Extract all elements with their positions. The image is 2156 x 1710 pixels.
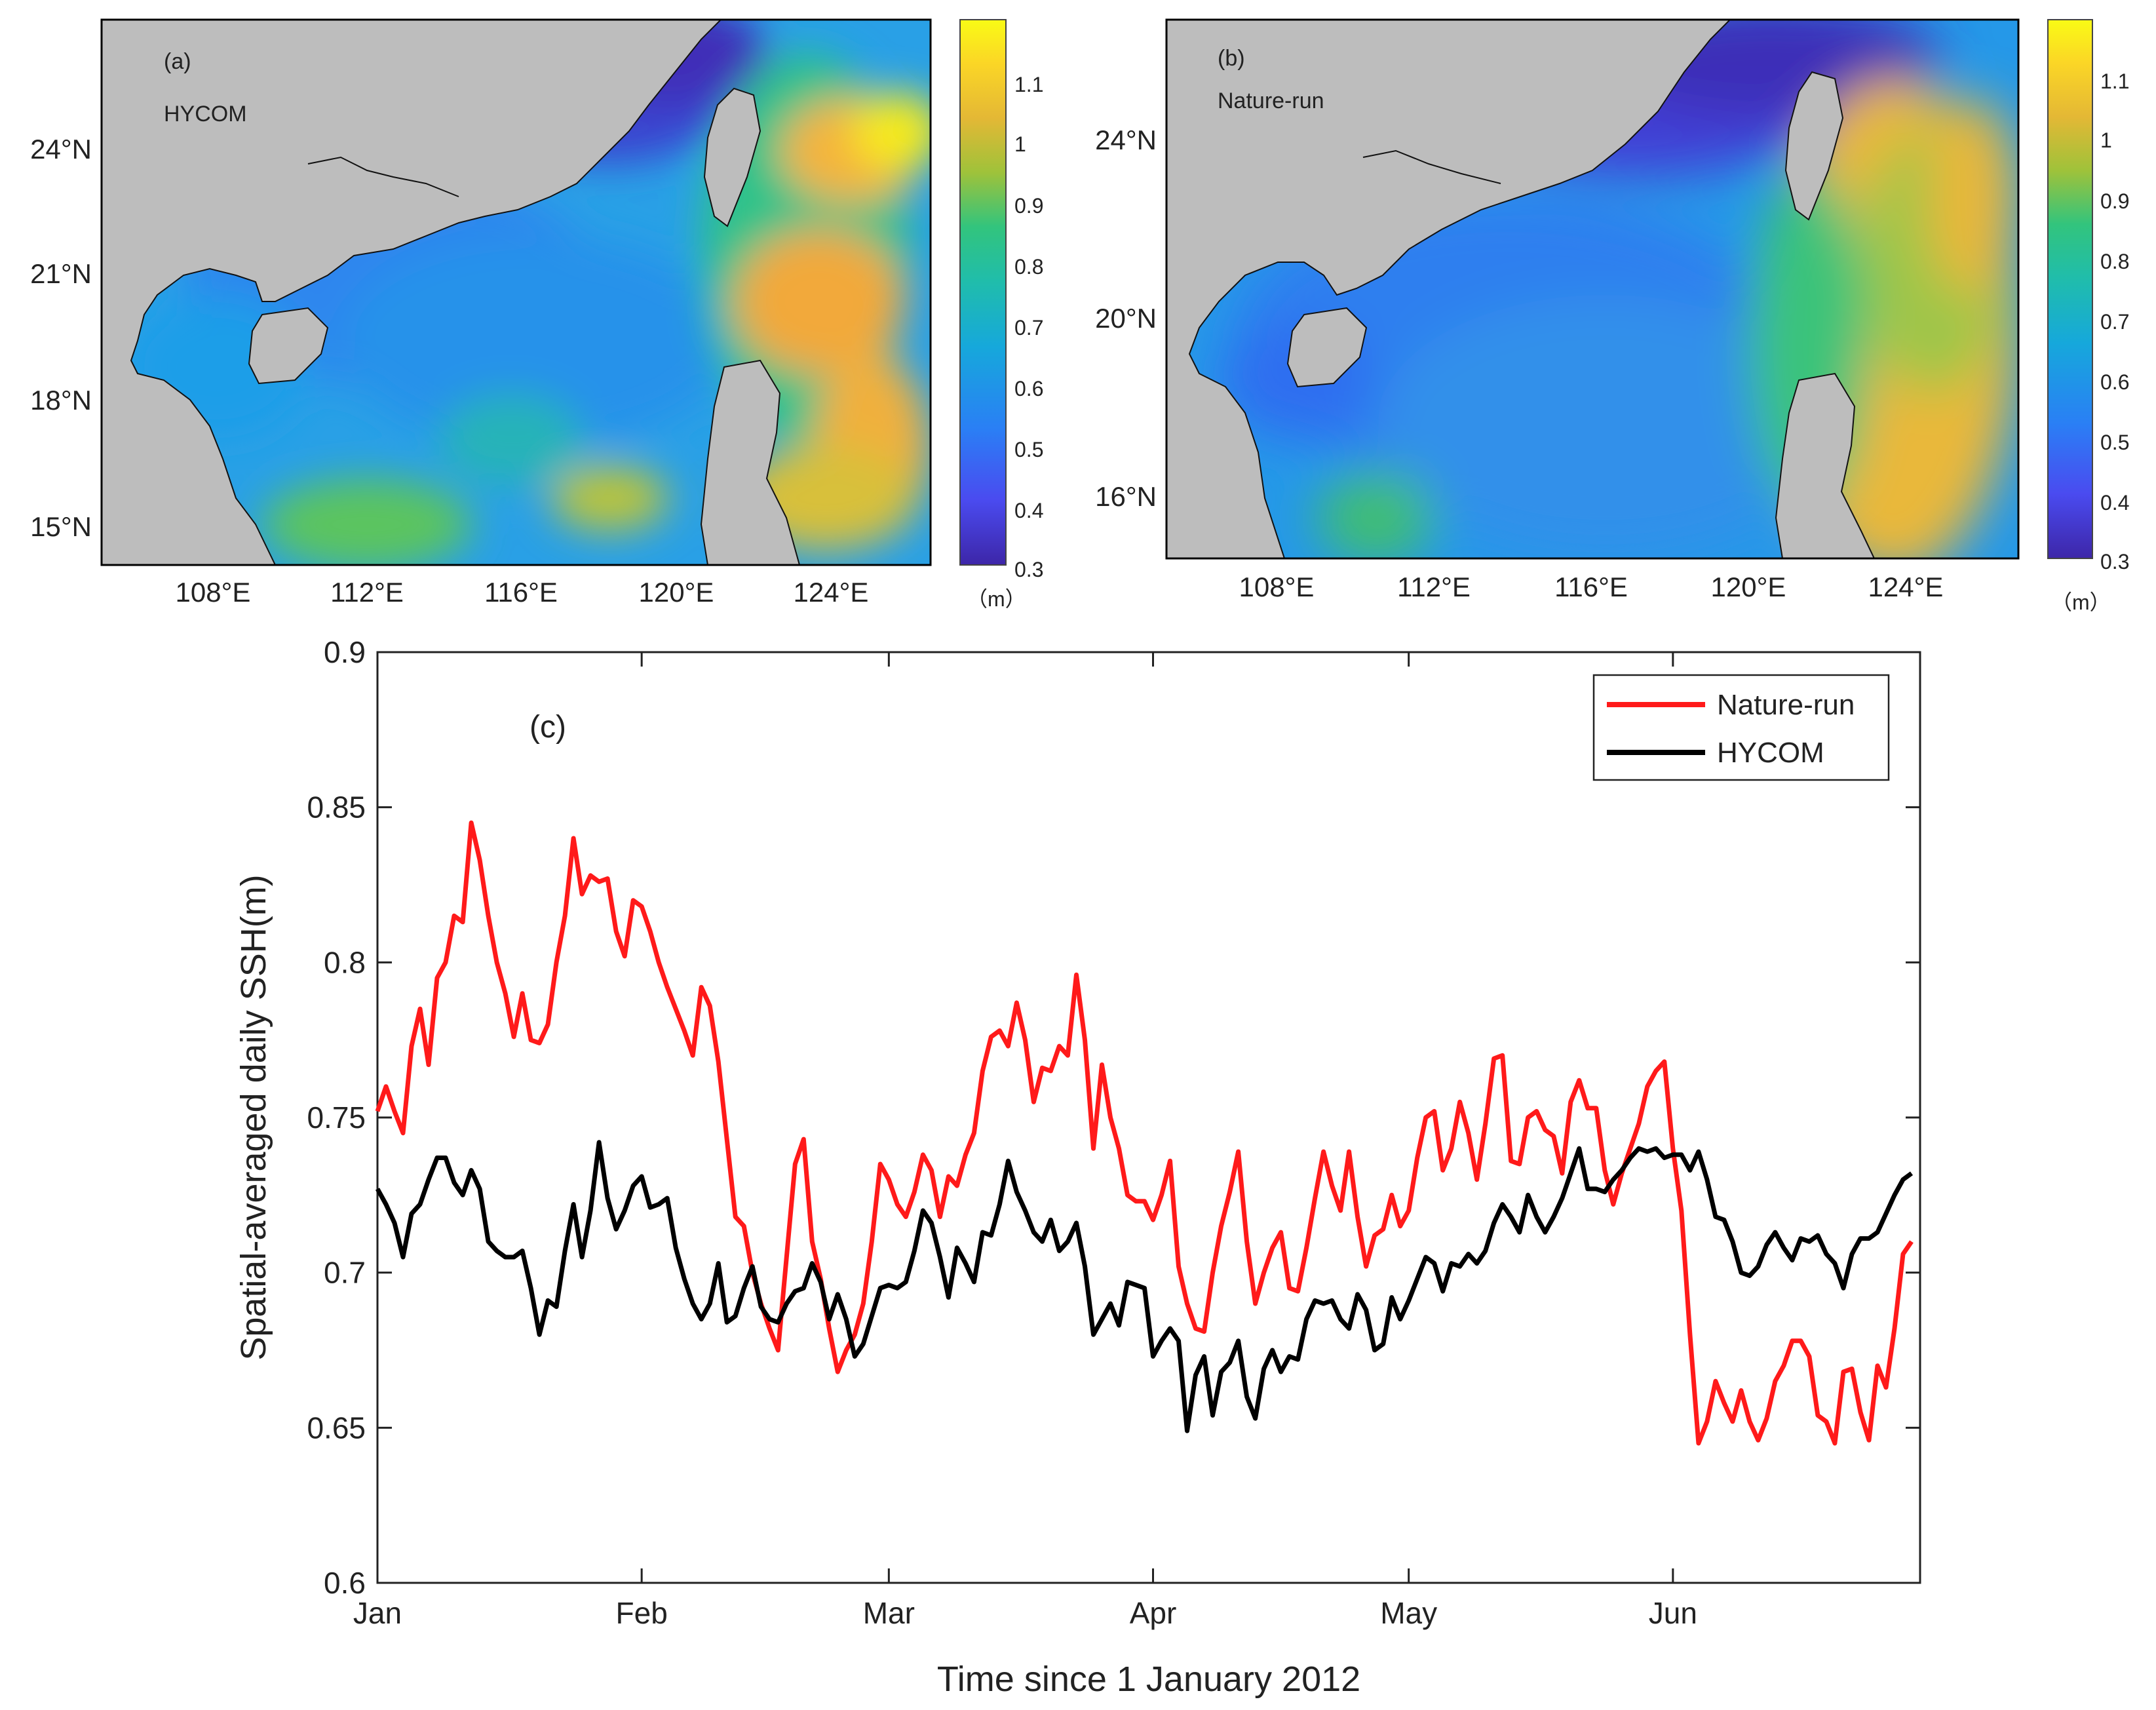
panel-a-lat-tick: 21°N xyxy=(30,258,92,289)
chart-axes-box xyxy=(376,651,1921,1584)
y-tick-label: 0.9 xyxy=(324,635,366,669)
x-tick-label: Apr xyxy=(1130,1596,1177,1630)
x-tick-label: Jan xyxy=(353,1596,402,1630)
panel-a-cbar-tick: 0.3 xyxy=(1014,558,1043,581)
mainland-asia-land xyxy=(102,20,722,565)
panel-a-lon-tick: 124°E xyxy=(794,577,869,608)
series-line-nature-run xyxy=(375,820,1914,1446)
panel-b-lat-tick: 20°N xyxy=(1095,303,1157,334)
panel-a-cbar-tick: 1 xyxy=(1014,132,1026,156)
panel-a-lon-tick: 120°E xyxy=(639,577,714,608)
panel-b-lat-tick: 24°N xyxy=(1095,125,1157,155)
panel-b-cbar-tick: 1.1 xyxy=(2100,69,2129,93)
panel-a-name: HYCOM xyxy=(164,102,247,126)
panel-b-cbar-tick: 0.3 xyxy=(2100,550,2129,573)
panel-a-cbar-tick: 0.6 xyxy=(1014,377,1043,400)
panel-b-cbar-tick: 0.4 xyxy=(2100,491,2129,515)
panel-b-cbar-tick: 0.7 xyxy=(2100,310,2129,334)
panel-b-cbar-tick: 1 xyxy=(2100,128,2112,152)
panel-a-cbar-tick: 0.9 xyxy=(1014,194,1043,218)
y-tick-label: 0.85 xyxy=(307,790,366,825)
legend: Nature-run HYCOM xyxy=(1592,674,1890,781)
panel-b-cbar-tick: 0.8 xyxy=(2100,250,2129,273)
y-tick-label: 0.6 xyxy=(324,1566,366,1600)
legend-label-nature-run: Nature-run xyxy=(1717,689,1855,721)
luzon-island xyxy=(1775,372,1876,558)
x-tick-label: Jun xyxy=(1649,1596,1697,1630)
panel-a-lon-tick: 116°E xyxy=(484,577,558,608)
x-tick-label: May xyxy=(1380,1596,1437,1630)
panel-a-cbar-tick: 0.5 xyxy=(1014,438,1043,461)
x-tick-label: Feb xyxy=(616,1596,668,1630)
y-tick-label: 0.65 xyxy=(307,1410,366,1445)
panel-a-cbar-tick: 0.7 xyxy=(1014,316,1043,340)
panel-a-lat-tick: 15°N xyxy=(30,511,92,542)
y-axis-label: Spatial-averaged daily SSH(m) xyxy=(234,874,273,1360)
panel-a-cbar-unit: （m） xyxy=(967,587,1026,611)
panel-c-line-chart: 0.6 0.65 0.7 0.75 0.8 0.85 0.9 Jan Feb Mar Apr May… xyxy=(234,635,1921,1699)
panel-b-lon-tick: 116°E xyxy=(1554,572,1628,602)
panel-b-name: Nature-run xyxy=(1218,88,1324,113)
hainan-island xyxy=(248,307,329,385)
panel-a-lat-tick: 24°N xyxy=(30,134,92,165)
taiwan-island xyxy=(703,87,761,227)
luzon-island xyxy=(700,359,801,565)
panel-a-lon-tick: 112°E xyxy=(330,577,404,608)
mainland-asia-land xyxy=(1166,20,1731,558)
panel-b-map: (b) Nature-run 24°N 20°N 16°N 108°E 112°… xyxy=(1095,18,2129,614)
panel-a-cbar-tick: 0.4 xyxy=(1014,499,1043,522)
series-line-hycom xyxy=(375,1140,1914,1433)
x-axis-label: Time since 1 January 2012 xyxy=(937,1660,1360,1699)
panel-b-cbar-tick: 0.6 xyxy=(2100,370,2129,394)
panel-b-lon-tick: 108°E xyxy=(1239,572,1315,602)
panel-b-lon-tick: 120°E xyxy=(1711,572,1786,602)
taiwan-island xyxy=(1784,71,1844,221)
panel-b-colorbar xyxy=(2047,19,2093,559)
hainan-island xyxy=(1286,307,1368,388)
panel-b-cbar-unit: （m） xyxy=(2051,591,2111,614)
y-tick-label: 0.8 xyxy=(324,945,366,979)
panel-b-cbar-tick: 0.5 xyxy=(2100,431,2129,454)
legend-box xyxy=(1592,674,1890,781)
panel-a-colorbar xyxy=(959,19,1007,566)
panel-b-label: (b) xyxy=(1218,46,1245,71)
panel-a-lon-tick: 108°E xyxy=(176,577,251,608)
y-tick-label: 0.75 xyxy=(307,1100,366,1135)
panel-a-label: (a) xyxy=(164,49,191,74)
panel-a-map: (a) HYCOM 24°N 21°N 18°N 15°N 108°E 112°… xyxy=(30,18,1043,611)
panel-b-lat-tick: 16°N xyxy=(1095,481,1157,512)
panel-b-lon-tick: 112°E xyxy=(1397,572,1471,602)
legend-label-hycom: HYCOM xyxy=(1717,737,1824,769)
panel-b-lon-tick: 124°E xyxy=(1868,572,1944,602)
x-tick-label: Mar xyxy=(863,1596,915,1630)
panel-a-lat-tick: 18°N xyxy=(30,385,92,416)
panel-a-cbar-tick: 0.8 xyxy=(1014,255,1043,279)
panel-b-cbar-tick: 0.9 xyxy=(2100,189,2129,213)
y-tick-label: 0.7 xyxy=(324,1256,366,1290)
panel-c-label: (c) xyxy=(529,710,566,745)
panel-a-cbar-tick: 1.1 xyxy=(1014,73,1043,96)
